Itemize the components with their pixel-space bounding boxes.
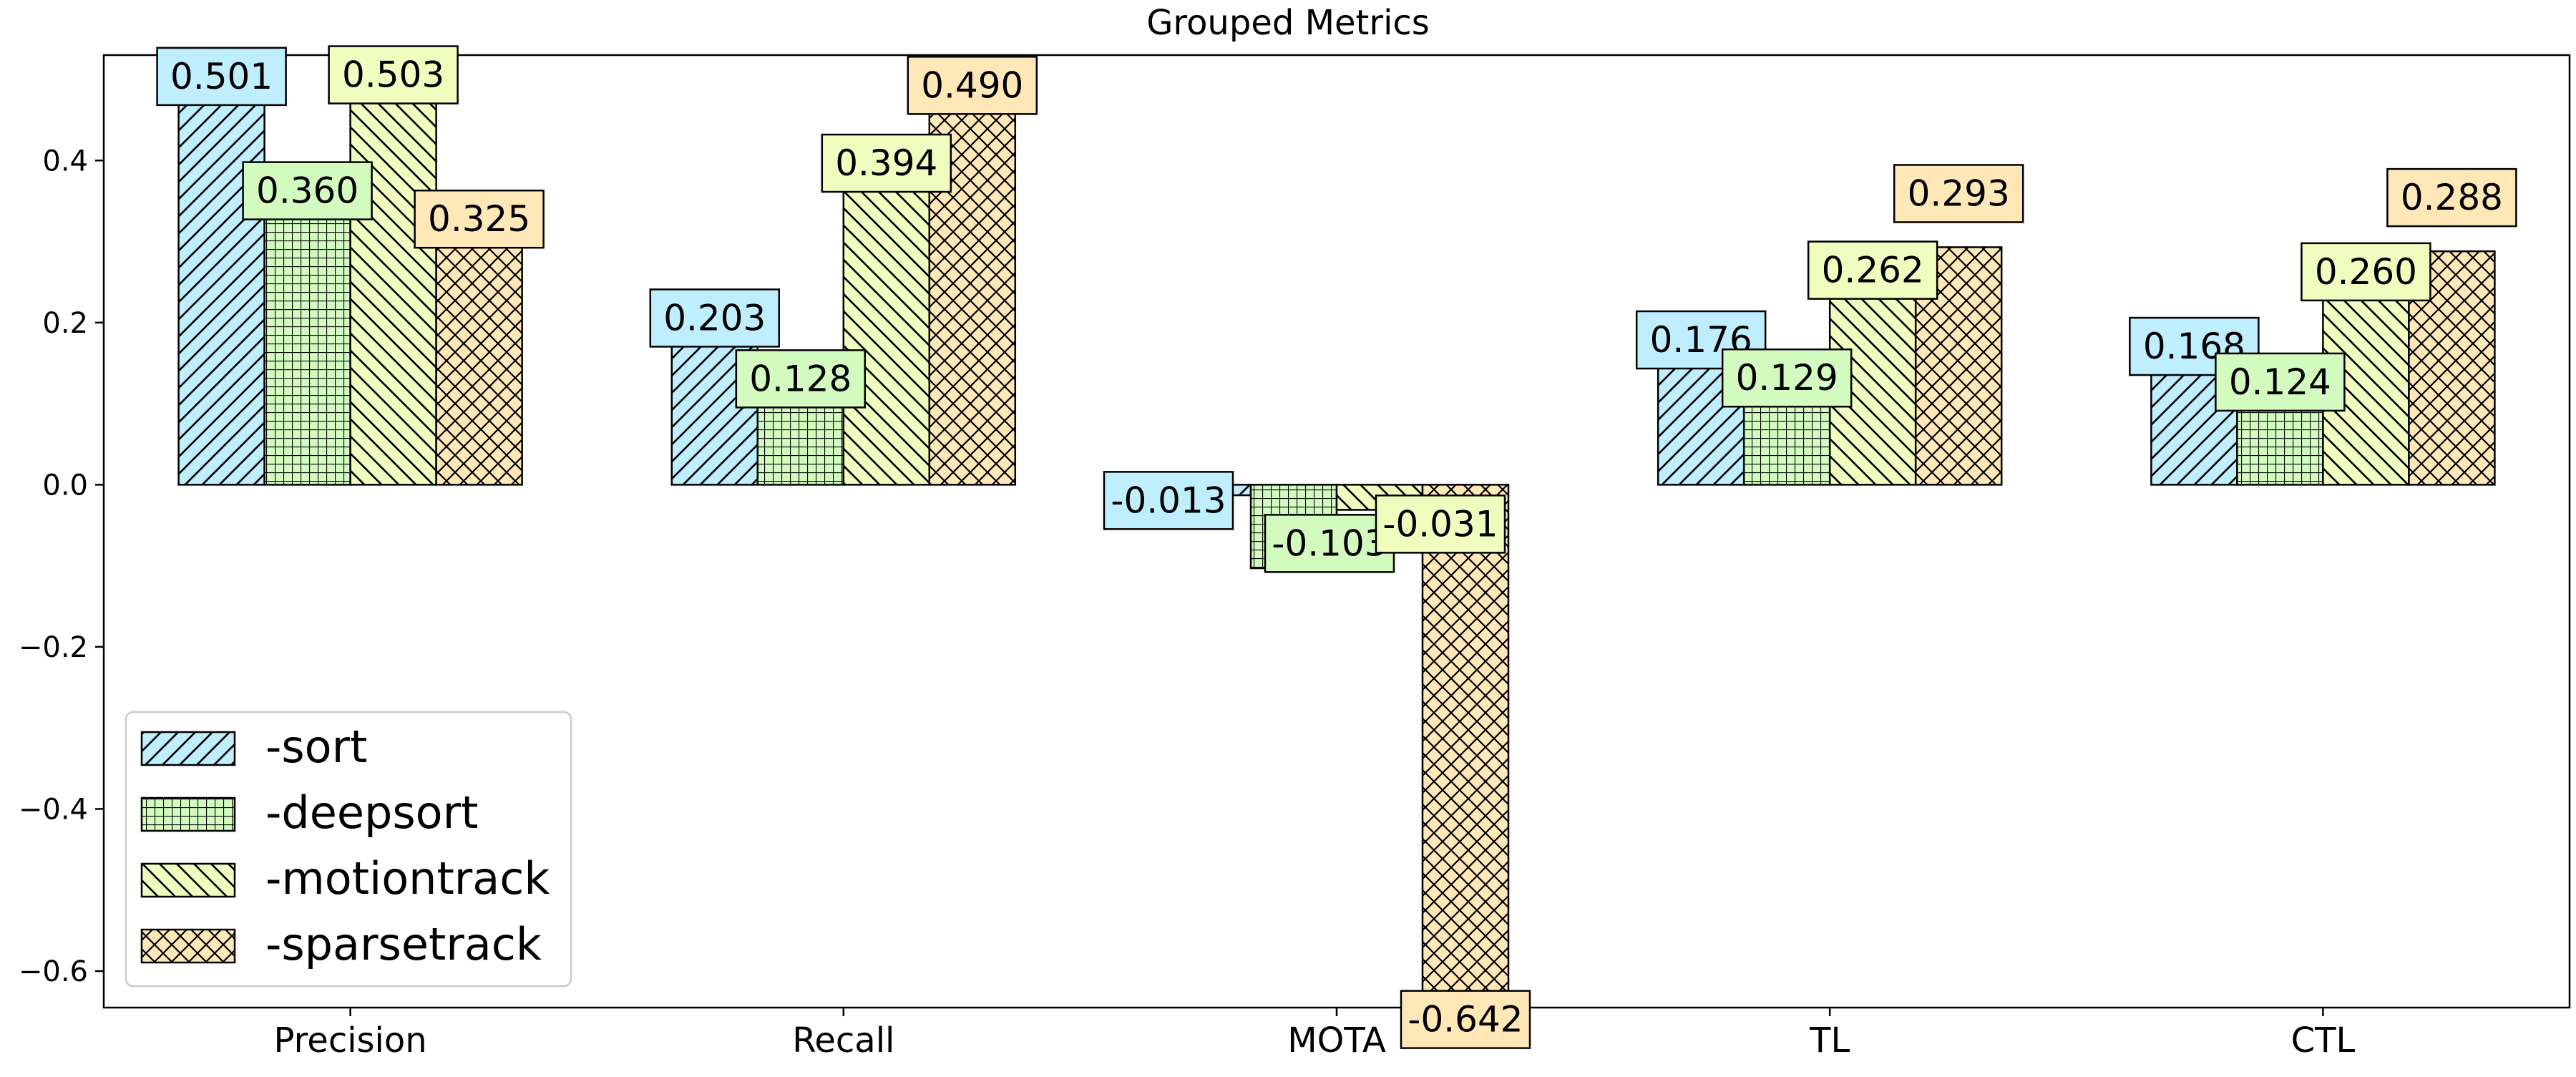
svg-text:0.262: 0.262 — [1822, 250, 1924, 291]
bar — [349, 76, 437, 486]
svg-text:-0.031: -0.031 — [1382, 503, 1498, 545]
x-tick-label: CTL — [2291, 1020, 2356, 1061]
svg-text:0.288: 0.288 — [2401, 177, 2503, 218]
legend-frame — [125, 711, 572, 988]
svg-text:0.394: 0.394 — [835, 142, 937, 184]
data-label: 0.501 — [156, 47, 287, 107]
x-tick-label: MOTA — [1287, 1020, 1386, 1061]
x-tick-label: Recall — [792, 1020, 894, 1061]
data-label: -0.103 — [1264, 514, 1395, 573]
data-label: 0.503 — [328, 45, 459, 104]
bar — [1421, 484, 1510, 1006]
svg-text:0.360: 0.360 — [256, 170, 358, 212]
data-label: 0.124 — [2215, 352, 2346, 412]
svg-text:-motiontrack: -motiontrack — [265, 852, 550, 905]
svg-text:0.128: 0.128 — [749, 358, 852, 399]
data-label: 0.288 — [2386, 167, 2517, 228]
svg-text:0.503: 0.503 — [342, 54, 444, 96]
svg-text:-deepsort: -deepsort — [265, 786, 478, 839]
svg-text:0.293: 0.293 — [1908, 172, 2010, 214]
y-tick-label: −0.6 — [19, 955, 88, 988]
data-label: 0.490 — [907, 56, 1038, 115]
svg-text:0.325: 0.325 — [428, 198, 530, 240]
y-tick-label: −0.4 — [19, 793, 88, 826]
svg-text:0.124: 0.124 — [2229, 361, 2331, 403]
y-tick-label: 0.2 — [42, 307, 88, 340]
data-label: -0.013 — [1103, 471, 1234, 530]
data-label: 0.394 — [821, 133, 952, 193]
axis-layer: −0.6 −0.4 −0.2 0.0 0.2 0.4 Precision Recall MOTA… — [19, 145, 2356, 1061]
bar — [928, 87, 1017, 486]
bar — [2408, 250, 2496, 486]
svg-text:0.490: 0.490 — [921, 64, 1023, 106]
bar — [435, 220, 523, 486]
data-label: 0.260 — [2301, 242, 2431, 302]
svg-text:-sort: -sort — [265, 721, 367, 773]
data-label: 0.129 — [1721, 348, 1853, 408]
y-tick-label: −0.2 — [19, 631, 88, 664]
data-label: -0.031 — [1375, 494, 1506, 554]
svg-text:0.203: 0.203 — [663, 297, 766, 338]
data-label: 0.262 — [1807, 240, 1938, 300]
data-label: 0.203 — [649, 288, 781, 348]
svg-text:-0.013: -0.013 — [1111, 479, 1226, 521]
y-tick-label: 0.4 — [42, 145, 88, 177]
svg-text:-0.642: -0.642 — [1407, 999, 1523, 1041]
bars-layer — [177, 76, 2496, 1006]
data-label: 0.128 — [735, 349, 867, 409]
data-label: 0.360 — [242, 161, 373, 220]
data-label: 0.293 — [1893, 164, 2024, 223]
svg-text:-sparsetrack: -sparsetrack — [265, 918, 542, 970]
svg-text:0.260: 0.260 — [2315, 251, 2417, 293]
svg-text:-0.103: -0.103 — [1272, 522, 1387, 564]
bar — [842, 164, 931, 486]
bar — [177, 77, 265, 486]
data-label: 0.325 — [414, 189, 545, 249]
data-label: -0.642 — [1400, 990, 1531, 1049]
bar — [263, 192, 351, 486]
legend-item: -deepsort — [140, 786, 478, 839]
svg-text:0.501: 0.501 — [170, 56, 273, 97]
x-tick-label: TL — [1809, 1020, 1850, 1061]
svg-text:0.129: 0.129 — [1736, 357, 1838, 399]
legend-item: -sort — [140, 721, 367, 773]
legend-item: -sparsetrack — [140, 918, 542, 970]
y-tick-label: 0.0 — [42, 469, 88, 502]
x-tick-label: Precision — [274, 1020, 427, 1061]
legend-item: -motiontrack — [140, 852, 550, 905]
chart-title: Grouped Metrics — [1146, 3, 1430, 43]
legend: -sort -deepsort -motiontrack -sparsetrack — [125, 711, 572, 988]
